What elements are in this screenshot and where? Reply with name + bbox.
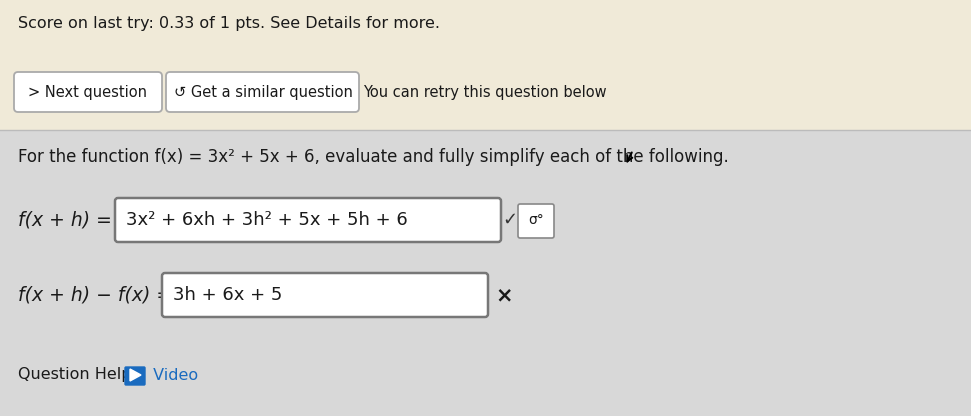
FancyBboxPatch shape: [166, 72, 359, 112]
Text: Video: Video: [148, 367, 198, 382]
FancyBboxPatch shape: [518, 204, 554, 238]
Text: f(x + h) =: f(x + h) =: [18, 210, 112, 230]
FancyBboxPatch shape: [115, 198, 501, 242]
Text: ✓: ✓: [502, 211, 518, 229]
Text: f(x + h) − f(x) =: f(x + h) − f(x) =: [18, 285, 172, 305]
FancyBboxPatch shape: [0, 0, 971, 130]
FancyBboxPatch shape: [14, 72, 162, 112]
FancyBboxPatch shape: [162, 273, 488, 317]
Text: Score on last try: 0.33 of 1 pts. See Details for more.: Score on last try: 0.33 of 1 pts. See De…: [18, 16, 440, 31]
Text: 3x² + 6xh + 3h² + 5x + 5h + 6: 3x² + 6xh + 3h² + 5x + 5h + 6: [126, 211, 408, 229]
Text: > Next question: > Next question: [28, 84, 148, 99]
Text: Question Help:: Question Help:: [18, 367, 137, 382]
Polygon shape: [130, 369, 141, 381]
Text: For the function f(x) = 3x² + 5x + 6, evaluate and fully simplify each of the fo: For the function f(x) = 3x² + 5x + 6, ev…: [18, 148, 729, 166]
Text: ×: ×: [495, 285, 513, 305]
Text: 3h + 6x + 5: 3h + 6x + 5: [173, 286, 283, 304]
FancyBboxPatch shape: [125, 367, 145, 385]
Text: You can retry this question below: You can retry this question below: [363, 84, 607, 99]
Text: σ°: σ°: [528, 213, 544, 227]
Text: ↺ Get a similar question: ↺ Get a similar question: [174, 84, 352, 99]
